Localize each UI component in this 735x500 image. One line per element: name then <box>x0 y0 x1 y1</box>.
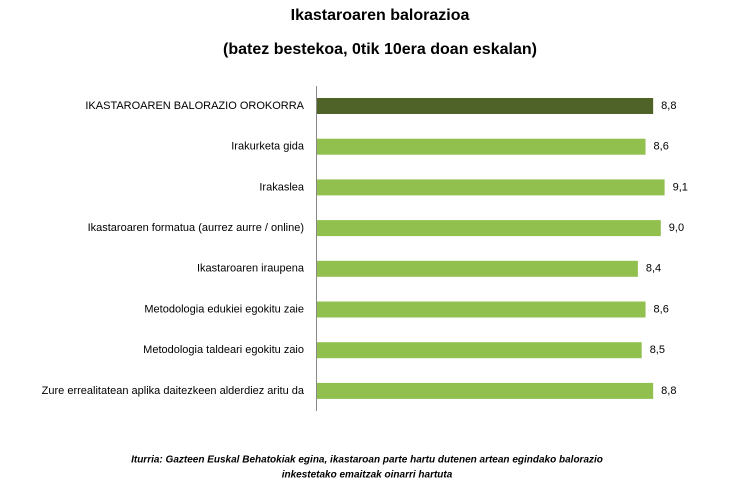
chart-title: Ikastaroaren balorazioa <box>291 7 470 24</box>
bar <box>317 260 638 277</box>
category-label: Ikastaroaren formatua (aurrez aurre / on… <box>88 222 304 234</box>
bar <box>317 382 654 399</box>
value-label: 8,4 <box>646 263 661 275</box>
bar <box>317 98 654 114</box>
bar <box>317 138 646 155</box>
bar <box>317 301 646 318</box>
value-label: 8,5 <box>650 344 665 356</box>
category-label: IKASTAROAREN BALORAZIO OROKORRA <box>85 100 304 112</box>
category-label: Metodologia taldeari egokitu zaio <box>143 344 304 356</box>
value-label: 8,8 <box>661 100 676 112</box>
category-label: Zure errealitatean aplika daitezkeen ald… <box>42 385 305 397</box>
bar <box>317 220 661 237</box>
value-label: 9,1 <box>673 181 688 193</box>
value-label: 8,6 <box>654 303 669 315</box>
category-label: Irakaslea <box>259 181 305 193</box>
category-label: Metodologia edukiei egokitu zaie <box>144 303 304 315</box>
bar <box>317 342 642 359</box>
category-label: Ikastaroaren iraupena <box>197 263 305 275</box>
category-label: Irakurketa gida <box>231 141 305 153</box>
value-label: 8,6 <box>654 141 669 153</box>
bar <box>317 179 665 196</box>
source-note: Iturria: Gazteen Euskal Behatokiak egina… <box>131 455 603 466</box>
value-label: 8,8 <box>661 385 676 397</box>
chart-subtitle: (batez bestekoa, 0tik 10era doan eskalan… <box>223 41 537 58</box>
value-label: 9,0 <box>669 222 684 234</box>
source-note: inkestetako emaitzak oinarri hartuta <box>282 470 453 481</box>
